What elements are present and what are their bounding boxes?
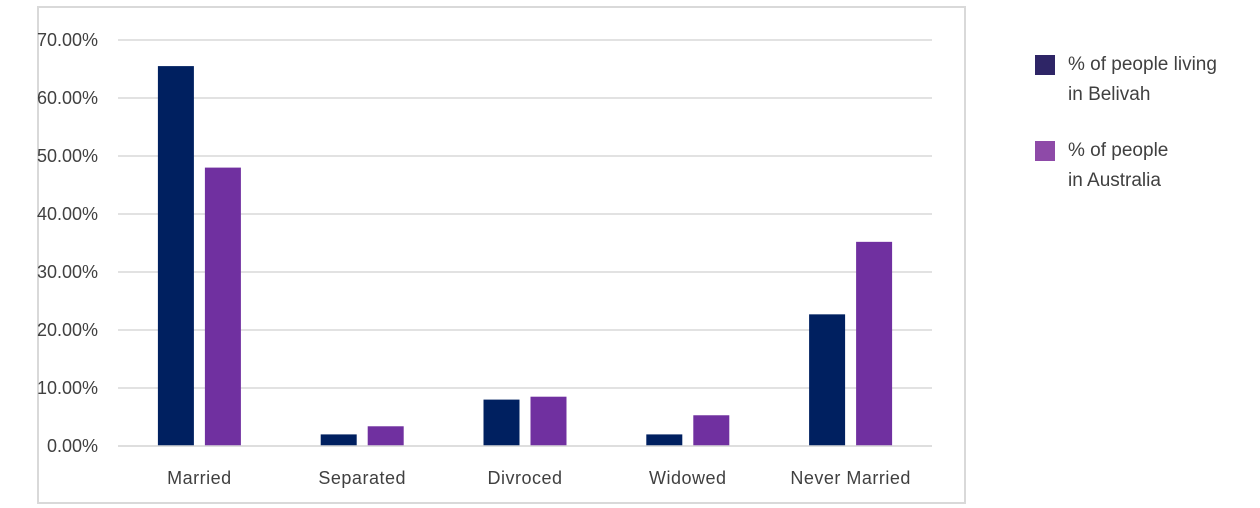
legend-swatch-belivah <box>1035 55 1055 75</box>
y-tick-label: 10.00% <box>37 378 98 398</box>
legend-label-australia: % of people in Australia <box>1068 136 1168 196</box>
bar-belivah-married <box>157 66 194 446</box>
y-tick-label: 20.00% <box>37 320 98 340</box>
y-tick-label: 50.00% <box>37 146 98 166</box>
bar-australia-married <box>204 167 241 446</box>
bar-belivah-separated <box>320 434 357 446</box>
legend-label-belivah-line2: in Belivah <box>1068 84 1151 105</box>
x-category-label: Married <box>167 468 232 488</box>
y-tick-label: 60.00% <box>37 88 98 108</box>
legend-label-australia-line1: % of people <box>1068 140 1169 161</box>
bar-belivah-never-married <box>809 314 846 446</box>
bar-belivah-divroced <box>483 399 520 446</box>
bar-australia-divroced <box>530 396 567 446</box>
legend-label-australia-line2: in Australia <box>1068 170 1161 191</box>
legend: % of people living in Belivah % of peopl… <box>1035 52 1260 224</box>
legend-item-belivah: % of people living in Belivah <box>1035 52 1260 110</box>
y-tick-label: 40.00% <box>37 204 98 224</box>
bar-belivah-widowed <box>646 434 683 446</box>
bar-australia-separated <box>367 426 404 446</box>
legend-item-australia: % of people in Australia <box>1035 138 1260 196</box>
legend-label-belivah-line1: % of people living <box>1068 54 1217 75</box>
bar-australia-never-married <box>856 241 893 446</box>
x-category-label: Widowed <box>649 468 727 488</box>
x-category-label: Divroced <box>487 468 562 488</box>
x-category-label: Never Married <box>790 468 911 488</box>
y-tick-label: 30.00% <box>37 262 98 282</box>
legend-swatch-australia <box>1035 141 1055 161</box>
y-tick-label: 70.00% <box>37 30 98 50</box>
x-category-label: Separated <box>318 468 406 488</box>
y-tick-label: 0.00% <box>47 436 98 456</box>
legend-label-belivah: % of people living in Belivah <box>1068 50 1217 110</box>
bar-australia-widowed <box>693 415 730 446</box>
